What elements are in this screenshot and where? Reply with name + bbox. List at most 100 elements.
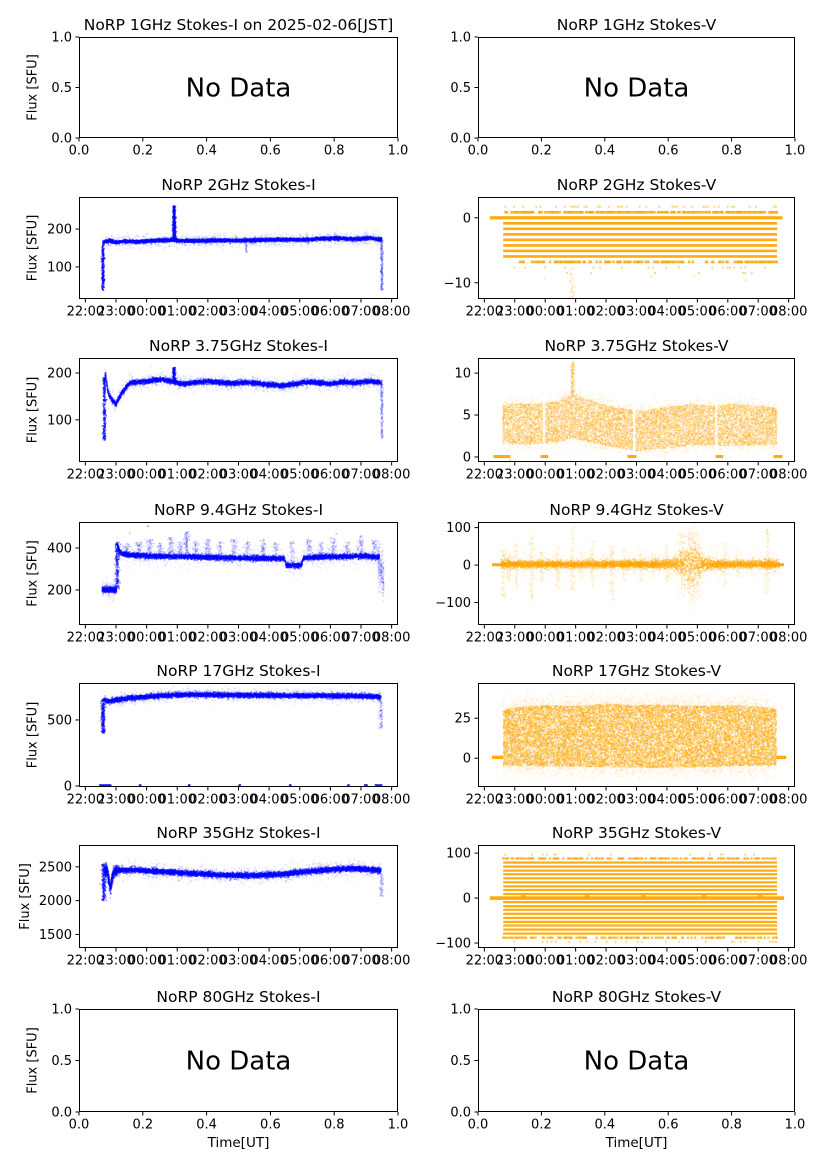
y-tick-label: 0	[463, 211, 471, 226]
x-tick-label: 02:00	[189, 793, 226, 808]
y-tick-label: 0.0	[450, 132, 471, 147]
x-tick-label: 01:00	[557, 631, 594, 646]
y-tick-label: 0	[463, 559, 471, 574]
panel-title: NoRP 80GHz Stokes-I	[156, 988, 320, 1006]
y-tick-label: 0	[463, 450, 471, 465]
x-tick-label: 22:00	[466, 954, 503, 969]
axes-frame	[79, 683, 398, 787]
x-tick-label: 04:00	[648, 305, 685, 320]
y-tick-label: 0.5	[450, 1054, 471, 1069]
x-tick-label: 02:00	[189, 954, 226, 969]
x-tick-label: 1.0	[785, 1118, 806, 1133]
panel-title: NoRP 9.4GHz Stokes-I	[154, 501, 323, 519]
y-tick-label: 200	[47, 583, 72, 598]
x-tick-label: 04:00	[250, 305, 287, 320]
axes-frame	[478, 1009, 795, 1112]
panel-norp-80ghz-stokes-i: NoRP 80GHz Stokes-I 0.0 0.2 0.4 0.6 0.8 1.0 1.0…	[25, 988, 408, 1151]
no-data-text: No Data	[186, 74, 292, 104]
axes-frame	[478, 358, 795, 462]
x-tick-label: 06:00	[709, 793, 746, 808]
x-tick-label: 23:00	[97, 793, 134, 808]
y-tick-label: 500	[47, 713, 72, 728]
x-tick-label: 02:00	[189, 468, 226, 483]
x-tick-label: 00:00	[128, 305, 165, 320]
x-tick-label: 0.8	[721, 144, 742, 159]
x-tick-label: 06:00	[709, 954, 746, 969]
x-tick-label: 01:00	[557, 305, 594, 320]
y-tick-label: 200	[47, 366, 72, 381]
x-tick-label: 0.0	[468, 144, 489, 159]
y-tick-label: 100	[47, 260, 72, 275]
x-tick-label: 07:00	[342, 468, 379, 483]
x-tick-label: 04:00	[648, 631, 685, 646]
y-tick-label: 1.0	[51, 31, 72, 46]
axes-frame	[79, 37, 398, 138]
panel-norp-1ghz-stokes-i: NoRP 1GHz Stokes-I on 2025-02-06[JST] 0.0…	[25, 16, 408, 159]
x-tick-label: 02:00	[587, 631, 624, 646]
x-tick-label: 0.0	[69, 144, 90, 159]
panel-norp-2ghz-stokes-i: NoRP 2GHz Stokes-I 22:0023:0000:0001:0002…	[25, 176, 410, 320]
panel-norp-3-75ghz-stokes-v: NoRP 3.75GHz Stokes-V 22:0023:0000:0001:0…	[454, 337, 807, 483]
y-tick-label: 100	[446, 521, 471, 536]
y-tick-label: 2500	[39, 860, 72, 875]
y-tick-label: 1.0	[450, 31, 471, 46]
x-tick-label: 07:00	[739, 305, 776, 320]
x-tick-label: 0.0	[69, 1118, 90, 1133]
no-data-text: No Data	[186, 1047, 292, 1077]
x-tick-label: 0.6	[658, 1118, 679, 1133]
y-axis-label: Flux [SFU]	[18, 863, 33, 930]
x-tick-label: 22:00	[67, 631, 104, 646]
x-tick-label: 07:00	[342, 793, 379, 808]
axes-frame	[478, 522, 795, 625]
x-tick-label: 07:00	[342, 954, 379, 969]
x-tick-label: 00:00	[128, 954, 165, 969]
y-axis-label: Flux [SFU]	[25, 377, 40, 444]
y-tick-label: 5	[463, 409, 471, 424]
x-tick-label: 06:00	[312, 468, 349, 483]
x-tick-label: 03:00	[618, 305, 655, 320]
x-tick-label: 0.2	[531, 144, 552, 159]
x-tick-label: 07:00	[342, 631, 379, 646]
x-tick-label: 22:00	[67, 305, 104, 320]
x-tick-label: 23:00	[496, 468, 533, 483]
x-tick-label: 08:00	[373, 954, 410, 969]
axes-frame	[478, 197, 795, 299]
x-tick-label: 04:00	[250, 793, 287, 808]
y-tick-label: 0.0	[51, 132, 72, 147]
x-tick-label: 1.0	[388, 144, 409, 159]
x-tick-label: 22:00	[67, 954, 104, 969]
x-tick-label: 03:00	[618, 468, 655, 483]
x-tick-label: 23:00	[496, 793, 533, 808]
x-tick-label: 05:00	[281, 468, 318, 483]
x-tick-label: 03:00	[220, 793, 257, 808]
x-tick-label: 0.2	[531, 1118, 552, 1133]
panel-title: NoRP 3.75GHz Stokes-V	[544, 337, 728, 355]
axes-frame	[79, 358, 398, 462]
panel-title: NoRP 1GHz Stokes-I on 2025-02-06[JST]	[84, 16, 394, 34]
x-tick-label: 22:00	[466, 631, 503, 646]
x-tick-label: 22:00	[67, 793, 104, 808]
x-tick-label: 0.8	[721, 1118, 742, 1133]
x-tick-label: 03:00	[220, 468, 257, 483]
x-axis-label: Time[UT]	[605, 1135, 668, 1151]
x-tick-label: 03:00	[220, 954, 257, 969]
x-tick-label: 00:00	[128, 631, 165, 646]
x-tick-label: 03:00	[618, 631, 655, 646]
y-tick-label: 1500	[39, 928, 72, 943]
x-tick-label: 0.4	[594, 144, 615, 159]
axes-frame	[79, 1009, 398, 1112]
panel-title: NoRP 17GHz Stokes-V	[552, 662, 722, 680]
x-tick-label: 0.4	[196, 144, 217, 159]
x-tick-label: 08:00	[373, 793, 410, 808]
x-tick-label: 04:00	[250, 954, 287, 969]
x-tick-label: 08:00	[373, 468, 410, 483]
x-tick-label: 05:00	[281, 305, 318, 320]
x-tick-label: 0.6	[260, 1118, 281, 1133]
x-tick-label: 08:00	[770, 954, 807, 969]
axes-frame	[79, 522, 398, 625]
y-tick-label: 0.0	[51, 1106, 72, 1121]
x-tick-label: 00:00	[526, 954, 563, 969]
x-tick-label: 04:00	[250, 631, 287, 646]
panel-norp-1ghz-stokes-v: NoRP 1GHz Stokes-V 0.0 0.2 0.4 0.6 0.8 1.0 1.0 0…	[450, 16, 805, 159]
